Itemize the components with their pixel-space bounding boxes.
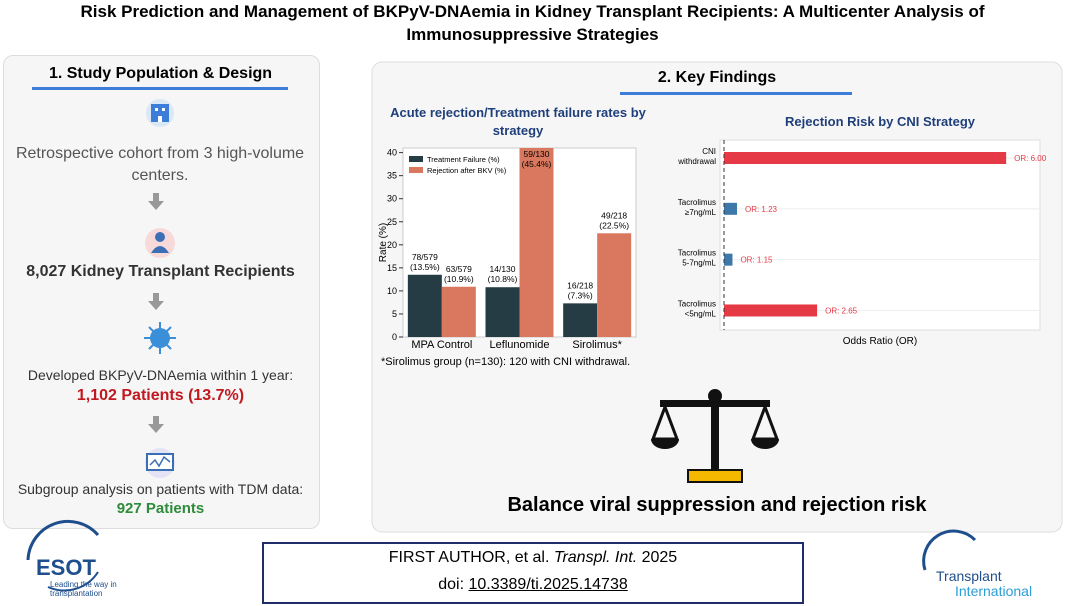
developed-text: Developed BKPyV-DNAemia within 1 year: (27, 367, 294, 383)
hospital-icon (146, 99, 174, 127)
value-label: 16/218 (567, 280, 593, 290)
bar (597, 233, 632, 337)
y-tick-label: 30 (387, 194, 397, 204)
or-bar (724, 152, 1007, 164)
doi-link[interactable]: 10.3389/ti.2025.14738 (468, 576, 628, 593)
or-bar (724, 304, 818, 317)
esot-logo (26, 519, 100, 592)
authors: FIRST AUTHOR, et al. (388, 549, 554, 566)
legend-label: Rejection after BKV (%) (427, 166, 507, 175)
value-label: 49/218 (601, 210, 627, 220)
x-tick-label: Leflunomide (490, 339, 550, 351)
heading-underline (32, 87, 288, 90)
flow-arrows (148, 193, 164, 433)
y-tick-label: 0 (392, 332, 397, 342)
heading-underline (620, 92, 852, 95)
value-label: (10.8%) (488, 274, 518, 284)
value-label: (13.5%) (410, 262, 440, 272)
row-label: Tacrolimus (678, 249, 716, 258)
y-tick-label: 15 (387, 263, 397, 273)
subgroup-count: 927 Patients (116, 500, 205, 517)
recipients-text: 8,027 Kidney Transplant Recipients (26, 263, 295, 280)
bar (441, 286, 476, 337)
y-tick-label: 10 (387, 286, 397, 296)
developed-count: 1,102 Patients (13.7%) (76, 387, 245, 404)
journal: Transpl. Int. (553, 549, 638, 566)
y-tick-label: 35 (387, 171, 397, 181)
esot-tagline: Leading the way in transplantation (50, 580, 117, 598)
or-label: OR: 2.65 (825, 306, 858, 315)
y-tick-label: 20 (387, 240, 397, 250)
value-label: (22.5%) (599, 220, 629, 230)
bar (519, 148, 554, 337)
y-tick-label: 25 (387, 217, 397, 227)
row-label: withdrawal (677, 157, 716, 166)
or-label: OR: 1.15 (740, 256, 773, 265)
patient-icon (145, 228, 175, 258)
legend-label: Treatment Failure (%) (427, 155, 500, 164)
bar (407, 274, 442, 337)
y-axis-label: Rate (%) (378, 223, 389, 262)
or-label: OR: 1.23 (745, 205, 778, 214)
virus-icon (144, 322, 176, 354)
bar-chart-title: Acute rejection/Treatment failure rates … (390, 105, 646, 138)
subgroup-text: Subgroup analysis on patients with TDM d… (17, 481, 304, 497)
doi-prefix: doi: (438, 576, 469, 593)
row-label: CNI (702, 147, 716, 156)
value-label: (10.9%) (444, 274, 474, 284)
journal-logo-1: Transplant (936, 568, 1002, 584)
forest-chart-title: Rejection Risk by CNI Strategy (785, 114, 975, 129)
or-label: OR: 6.00 (1014, 154, 1047, 163)
row-label: Tacrolimus (678, 198, 716, 207)
or-bar (724, 253, 733, 266)
bar-footnote: *Sirolimus group (n=130): 120 with CNI w… (381, 356, 631, 368)
value-label: (7.3%) (568, 290, 593, 300)
right-heading: 2. Key Findings (657, 69, 777, 86)
value-label: 14/130 (490, 264, 516, 274)
ti-logo (922, 529, 977, 571)
monitor-icon (145, 448, 175, 478)
or-bar (724, 202, 737, 215)
x-axis-label: Odds Ratio (OR) (843, 336, 917, 347)
main-title: Risk Prediction and Management of BKPyV-… (80, 2, 985, 44)
y-tick-label: 5 (392, 309, 397, 319)
plot-area (719, 139, 1041, 331)
row-label: <5ng/mL (685, 309, 717, 318)
esot-name: ESOT (36, 555, 96, 580)
bar (563, 303, 598, 337)
value-label: 59/130 (524, 149, 550, 159)
journal-logo-2: International (955, 583, 1033, 599)
legend-swatch (409, 167, 423, 173)
conclusion: Balance viral suppression and rejection … (507, 494, 927, 516)
row-label: Tacrolimus (678, 299, 716, 308)
value-label: 63/579 (446, 264, 472, 274)
scale-icon (650, 389, 780, 483)
y-tick-label: 40 (387, 148, 397, 158)
row-label: 5-7ng/mL (682, 259, 716, 268)
value-label: 78/579 (412, 252, 438, 262)
citation-box: FIRST AUTHOR, et al. Transpl. Int. 2025 … (262, 542, 804, 604)
legend-swatch (409, 156, 423, 162)
value-label: (45.4%) (522, 159, 552, 169)
bar (485, 287, 520, 337)
year: 2025 (637, 549, 678, 566)
left-heading: 1. Study Population & Design (48, 65, 273, 82)
cohort-text: Retrospective cohort from 3 high-volume … (15, 145, 305, 184)
x-tick-label: MPA Control (411, 339, 472, 351)
row-label: ≥7ng/mL (685, 208, 717, 217)
x-tick-label: Sirolimus* (572, 339, 622, 351)
